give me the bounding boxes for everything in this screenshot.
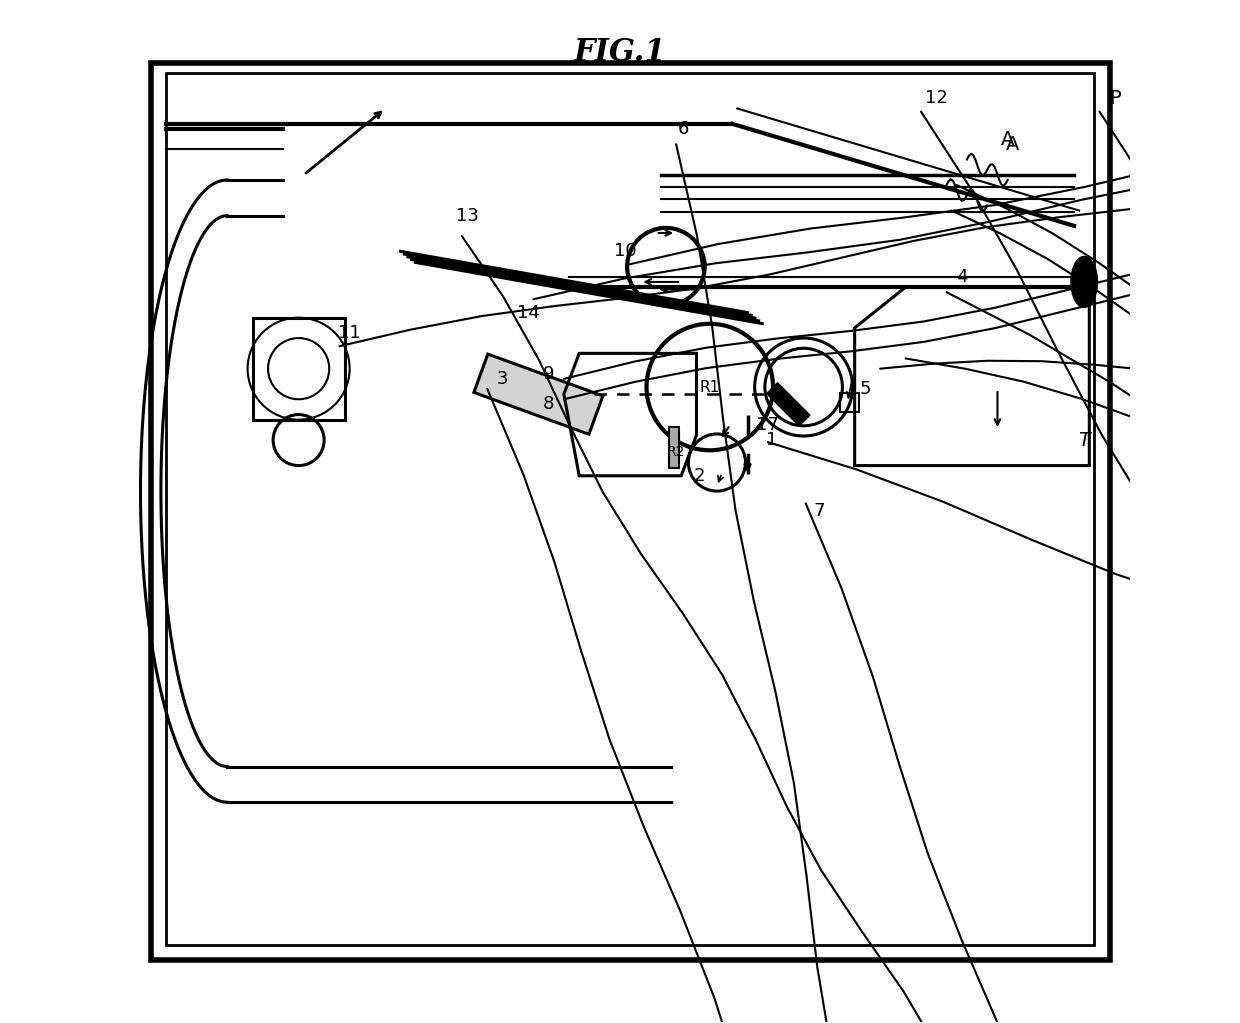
Bar [668, 427, 680, 468]
Text: A: A [1006, 135, 1019, 153]
Text: 17: 17 [756, 415, 780, 434]
Polygon shape [1071, 257, 1097, 308]
Polygon shape [474, 354, 603, 435]
Text: 7: 7 [813, 502, 825, 521]
Text: P: P [1109, 89, 1121, 107]
Text: 9: 9 [543, 365, 554, 383]
Text: 13: 13 [455, 207, 479, 225]
Text: 8: 8 [543, 395, 554, 413]
Text: 2: 2 [694, 466, 706, 485]
Bar [151, 62, 1110, 961]
Text: 12: 12 [925, 89, 947, 107]
Text: T: T [1079, 431, 1090, 449]
Text: 4: 4 [956, 268, 967, 285]
Polygon shape [766, 383, 810, 426]
Text: 11: 11 [339, 324, 361, 342]
Text: A: A [1001, 130, 1014, 148]
Bar [253, 318, 345, 419]
Text: 14: 14 [517, 304, 539, 321]
Text: 3: 3 [497, 370, 508, 388]
Bar [841, 393, 859, 411]
Text: 10: 10 [614, 242, 636, 260]
Text: FIG.1: FIG.1 [574, 37, 666, 69]
Text: 5: 5 [859, 381, 870, 398]
Bar [166, 73, 1095, 945]
Text: R1: R1 [699, 380, 720, 395]
Text: 6: 6 [677, 120, 689, 138]
Text: R2: R2 [667, 445, 686, 459]
Text: 1: 1 [766, 431, 777, 449]
